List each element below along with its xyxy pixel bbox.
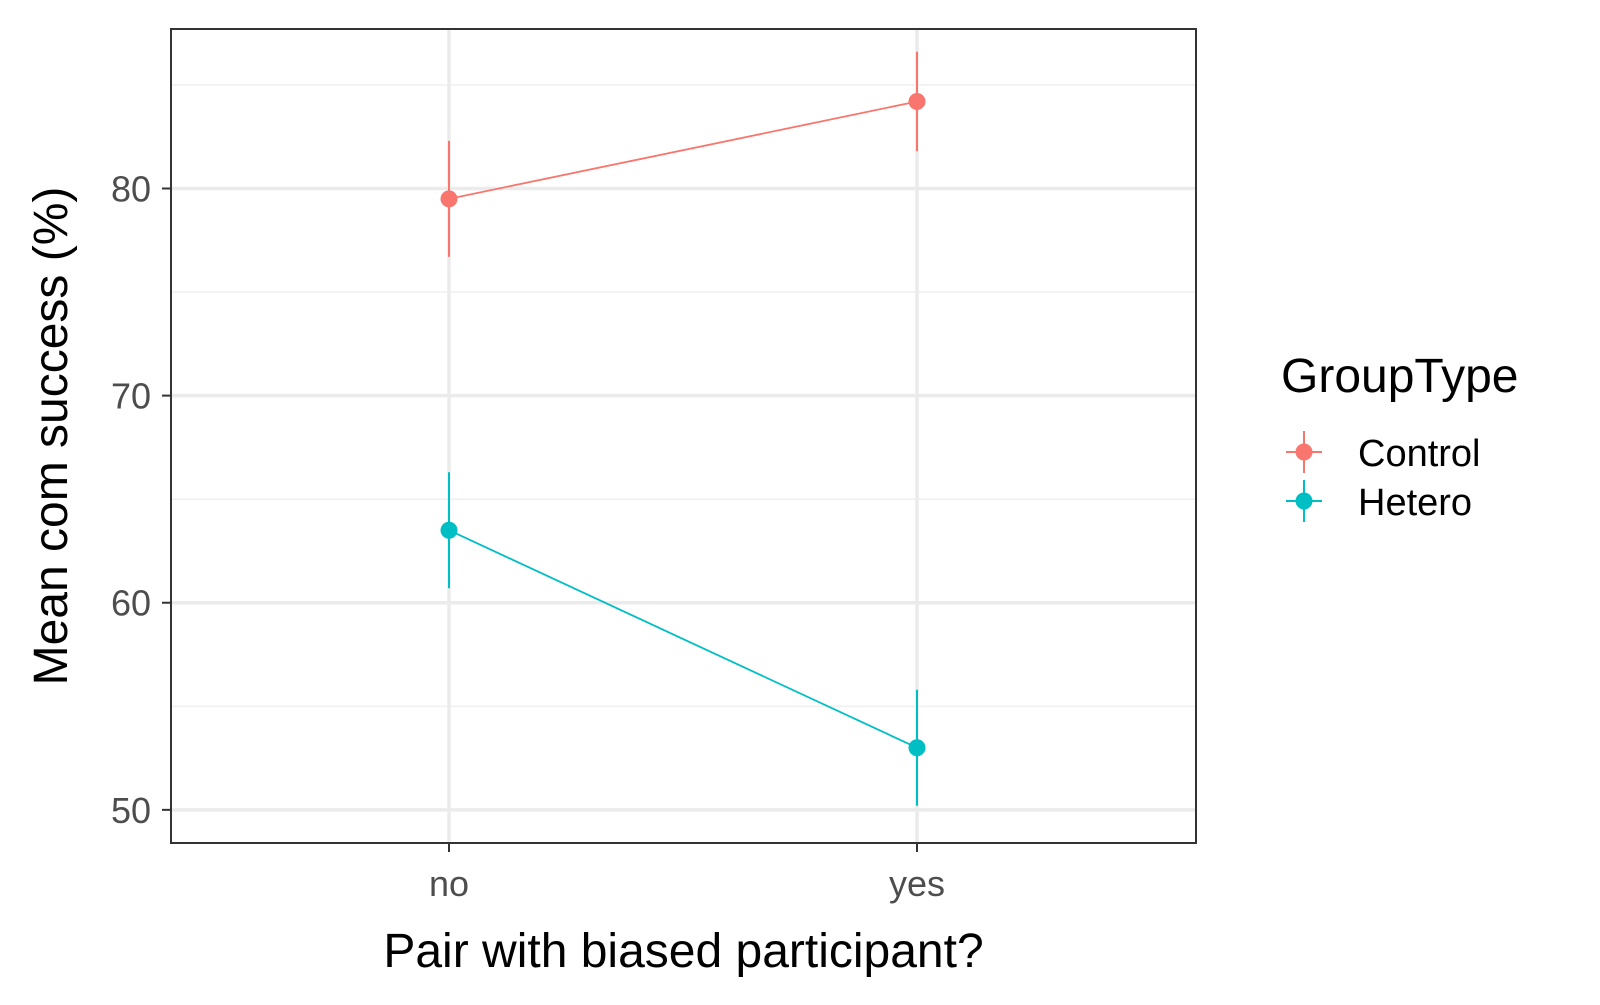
gridlines — [171, 29, 1196, 843]
y-tick-label: 80 — [111, 168, 151, 209]
legend-item-hetero: Hetero — [1286, 480, 1472, 524]
data-point — [908, 92, 926, 110]
y-tick-label: 50 — [111, 790, 151, 831]
data-point — [908, 739, 926, 757]
data-layer — [440, 51, 926, 806]
data-point — [440, 521, 458, 539]
data-point — [440, 190, 458, 208]
legend: GroupType Control Hetero — [1281, 350, 1518, 524]
x-tick-label: yes — [889, 863, 945, 904]
legend-key-point — [1295, 443, 1313, 461]
axis-ticks: 50 60 70 80 no yes — [111, 168, 945, 904]
legend-item-control: Control — [1286, 431, 1481, 475]
legend-label: Control — [1358, 433, 1481, 475]
legend-label: Hetero — [1358, 482, 1472, 524]
y-tick-label: 70 — [111, 376, 151, 417]
legend-key-point — [1295, 492, 1313, 510]
x-tick-label: no — [429, 863, 469, 904]
legend-items: Control Hetero — [1286, 431, 1481, 524]
y-axis-title: Mean com success (%) — [25, 187, 78, 686]
series-line — [448, 100, 918, 200]
x-axis-title: Pair with biased participant? — [383, 925, 983, 978]
legend-title: GroupType — [1281, 350, 1518, 403]
series-line — [448, 529, 918, 749]
series-hetero — [440, 472, 926, 806]
series-control — [440, 51, 926, 257]
plot-panel-border — [170, 28, 1197, 844]
y-tick-label: 60 — [111, 583, 151, 624]
